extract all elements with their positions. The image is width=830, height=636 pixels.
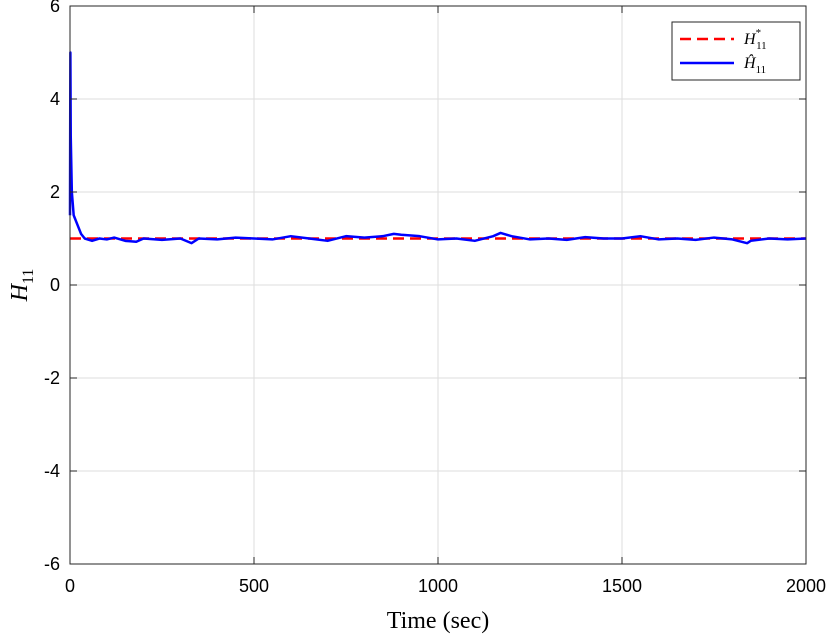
legend: H* 11 Ĥ11 bbox=[671, 21, 801, 81]
legend-label-h-hat-main: Ĥ bbox=[743, 53, 757, 72]
grid-layer bbox=[70, 6, 806, 564]
tick-label-layer: 0 500 1000 1500 2000 6 4 2 0 -2 -4 -6 bbox=[44, 0, 826, 596]
series-estimate-line bbox=[68, 51, 807, 245]
x-tick-label: 0 bbox=[65, 576, 75, 596]
y-tick-label: 2 bbox=[50, 182, 60, 202]
x-tick-label: 500 bbox=[239, 576, 269, 596]
legend-label-h-star-main: H bbox=[743, 31, 757, 48]
legend-box bbox=[671, 21, 801, 81]
legend-label-h-star: H* 11 bbox=[743, 27, 767, 52]
legend-label-h-star-subscript: 11 bbox=[756, 40, 767, 52]
y-tick-label: -6 bbox=[44, 554, 60, 574]
tick-layer bbox=[69, 5, 807, 565]
x-tick-label: 1500 bbox=[602, 576, 642, 596]
y-axis-title-main: H bbox=[7, 282, 33, 302]
y-tick-label: 6 bbox=[50, 0, 60, 16]
y-tick-label: -2 bbox=[44, 368, 60, 388]
y-tick-label: -4 bbox=[44, 461, 60, 481]
y-axis-title-subscript: 11 bbox=[20, 269, 37, 284]
x-tick-label: 1000 bbox=[418, 576, 458, 596]
x-tick-label: 2000 bbox=[786, 576, 826, 596]
series-layer bbox=[68, 51, 807, 245]
y-tick-label: 4 bbox=[50, 89, 60, 109]
legend-label-h-hat-subscript: 11 bbox=[756, 64, 767, 76]
y-axis-title: H11 bbox=[7, 269, 37, 303]
y-tick-label: 0 bbox=[50, 275, 60, 295]
x-axis-title: Time (sec) bbox=[387, 608, 489, 634]
legend-label-h-hat: Ĥ11 bbox=[743, 53, 766, 76]
legend-label-h-star-superscript: * bbox=[756, 27, 762, 39]
